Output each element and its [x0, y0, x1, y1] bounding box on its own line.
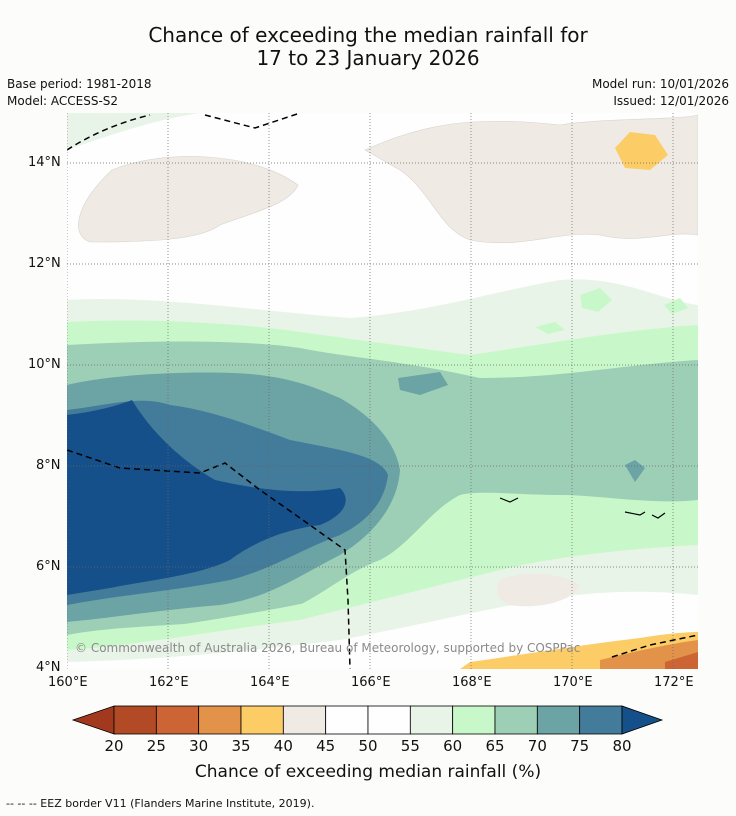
lon-label-160e: 160°E — [48, 675, 88, 690]
colorbar-segment — [367, 705, 411, 735]
colorbar-segment — [113, 705, 157, 735]
colorbar-tick-label: 35 — [231, 737, 251, 755]
colorbar-tick-label: 75 — [570, 737, 590, 755]
contour-65-blob-c — [535, 322, 565, 334]
lat-label-4n: 4°N — [36, 660, 61, 675]
contour-75-blob — [398, 372, 448, 395]
map-field — [67, 113, 698, 669]
contour-75-blob-e — [625, 460, 645, 482]
contour-35-blob-ne — [615, 132, 668, 170]
colorbar-segment — [494, 705, 538, 735]
lon-label-172e: 172°E — [654, 675, 694, 690]
contour-40-blob-s — [497, 573, 580, 607]
lat-label-8n: 8°N — [36, 458, 61, 473]
model-run: Model run: 10/01/2026 — [591, 77, 729, 91]
eez-border-nw — [67, 114, 151, 151]
colorbar-segment — [282, 705, 327, 735]
eez-border-west — [67, 449, 351, 669]
colorbar-segment — [240, 705, 284, 735]
colorbar-tick-label: 25 — [146, 737, 166, 755]
map-title-line2: 17 to 23 January 2026 — [256, 46, 480, 70]
colorbar-tick-label: 20 — [104, 737, 124, 755]
colorbar-segment — [579, 705, 623, 735]
lon-label-164e: 164°E — [250, 675, 290, 690]
contour-40-blob-nw — [78, 156, 299, 243]
islands — [499, 497, 666, 519]
contour-40-blob-ne — [364, 114, 698, 244]
contour-50-lower — [67, 591, 698, 669]
base-period: Base period: 1981-2018 — [7, 77, 152, 91]
contour-60-top — [67, 113, 200, 150]
lon-label-166e: 166°E — [351, 675, 391, 690]
contour-85-core — [67, 400, 346, 595]
lat-label-14n: 14°N — [28, 155, 61, 170]
colorbar — [71, 705, 664, 735]
colorbar-tick-label: 80 — [612, 737, 632, 755]
colorbar-segment — [536, 705, 581, 735]
eez-border-se — [611, 634, 698, 658]
colorbar-tick-label: 30 — [189, 737, 209, 755]
contour-25-sw — [665, 652, 698, 669]
lon-label-168e: 168°E — [452, 675, 492, 690]
lon-label-170e: 170°E — [553, 675, 593, 690]
colorbar-tick-label: 45 — [316, 737, 336, 755]
lat-label-6n: 6°N — [36, 559, 61, 574]
contour-65-blob-a — [580, 288, 612, 312]
colorbar-tick-label: 60 — [443, 737, 463, 755]
lon-label-162e: 162°E — [149, 675, 189, 690]
colorbar-segment — [452, 705, 496, 735]
issued-date: Issued: 12/01/2026 — [613, 94, 729, 108]
colorbar-extend-high — [621, 705, 664, 735]
model-name: Model: ACCESS-S2 — [7, 94, 119, 108]
colorbar-tick-label: 55 — [400, 737, 420, 755]
colorbar-segment — [155, 705, 200, 735]
colorbar-segment — [198, 705, 242, 735]
colorbar-segment — [325, 705, 369, 735]
colorbar-tick-label: 50 — [358, 737, 378, 755]
colorbar-extend-low — [71, 705, 115, 735]
eez-border-n — [204, 113, 301, 129]
colorbar-title: Chance of exceeding median rainfall (%) — [194, 762, 542, 782]
eez-footnote: -- -- -- EEZ border V11 (Flanders Marine… — [6, 797, 315, 810]
colorbar-tick-label: 70 — [527, 737, 547, 755]
colorbar-segment — [409, 705, 454, 735]
map-title-line1: Chance of exceeding the median rainfall … — [148, 23, 588, 47]
colorbar-tick-label: 65 — [485, 737, 505, 755]
graticule — [67, 113, 698, 669]
contour-65-blob-b — [664, 298, 688, 314]
lat-label-12n: 12°N — [28, 256, 61, 271]
copyright-text: © Commonwealth of Australia 2026, Bureau… — [75, 641, 581, 655]
lat-label-10n: 10°N — [28, 357, 61, 372]
colorbar-tick-label: 40 — [273, 737, 293, 755]
